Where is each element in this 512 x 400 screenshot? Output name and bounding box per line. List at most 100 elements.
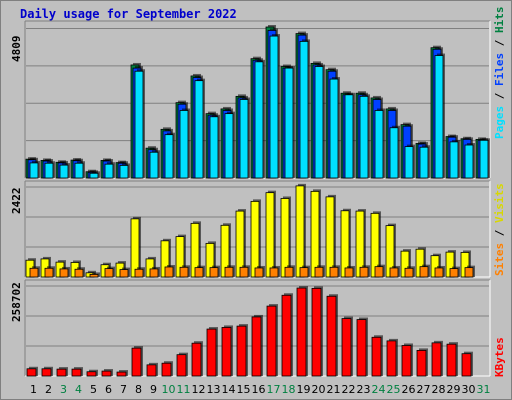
sites-bar	[314, 266, 324, 278]
x-tick-label: 16	[252, 383, 266, 396]
sites-bar	[434, 267, 444, 278]
x-tick-label: 2	[45, 383, 52, 396]
kbytes-bar	[446, 343, 457, 377]
x-tick-label: 7	[120, 383, 127, 396]
x-tick-label: 6	[105, 383, 112, 396]
kbytes-bar	[71, 368, 82, 377]
pages-bar	[254, 61, 264, 179]
legend-hits: Hits	[493, 6, 506, 34]
kbytes-bar	[221, 327, 232, 377]
legend-sep-1: /	[493, 86, 506, 106]
sites-bar	[404, 267, 414, 278]
sites-bar	[29, 267, 39, 278]
sites-bar	[254, 267, 264, 278]
kbytes-bar	[206, 328, 217, 377]
visits-bar	[325, 196, 335, 278]
pages-bar	[164, 134, 174, 179]
kbytes-bar	[41, 368, 52, 377]
kbytes-bar	[161, 362, 172, 377]
x-tick-label: 13	[207, 383, 221, 396]
sites-bar	[164, 266, 174, 278]
panel1-ymax-label: 4809	[10, 35, 23, 63]
sites-bar	[344, 267, 354, 278]
visits-bar	[310, 190, 320, 278]
pages-bar	[134, 70, 144, 179]
x-tick-label: 26	[402, 383, 416, 396]
sites-bar	[224, 266, 234, 278]
pages-bar	[344, 94, 354, 179]
sites-bar	[89, 274, 99, 278]
x-tick-label: 28	[432, 383, 446, 396]
pages-bar	[239, 99, 249, 179]
sites-bar	[209, 267, 219, 278]
kbytes-bar	[461, 353, 472, 377]
pages-bar	[314, 66, 324, 179]
panel2-ymax-label: 2422	[10, 187, 23, 215]
legend-kbytes-label: KBytes	[493, 337, 506, 377]
kbytes-bar	[296, 287, 307, 377]
kbytes-bar	[56, 368, 67, 377]
legend-sites: Sites	[493, 242, 506, 276]
legend-sep-3: /	[493, 223, 506, 243]
sites-bar	[44, 267, 54, 278]
visits-bar	[265, 192, 275, 278]
legend-visits-sites: Sites / Visits	[493, 183, 506, 276]
x-tick-label: 24	[372, 383, 386, 396]
pages-bar	[149, 151, 159, 179]
kbytes-bar	[146, 364, 157, 377]
sites-bar	[194, 267, 204, 278]
x-tick-label: 3	[60, 383, 67, 396]
sites-bar	[449, 268, 459, 278]
pages-bar	[374, 110, 384, 179]
pages-bar	[209, 116, 219, 179]
kbytes-bar	[26, 368, 37, 377]
visits-bar	[280, 198, 290, 278]
pages-bar	[74, 162, 84, 179]
pages-bar	[284, 67, 294, 179]
sites-bar	[419, 266, 429, 278]
kbytes-bar	[176, 354, 187, 377]
kbytes-bar	[116, 371, 127, 377]
sites-bar	[149, 268, 159, 278]
sites-bar	[284, 266, 294, 278]
x-tick-label: 22	[342, 383, 356, 396]
kbytes-bar	[416, 350, 427, 377]
kbytes-bar	[341, 318, 352, 377]
x-tick-label: 9	[150, 383, 157, 396]
sites-bar	[74, 268, 84, 278]
sites-bar	[389, 267, 399, 278]
x-tick-label: 14	[222, 383, 236, 396]
sites-bar	[239, 266, 249, 278]
pages-bar	[119, 165, 129, 179]
x-tick-label: 23	[357, 383, 371, 396]
pages-bar	[59, 164, 69, 179]
sites-bar	[374, 266, 384, 278]
legend-hits-files-pages: Pages / Files / Hits	[493, 7, 506, 140]
kbytes-bar	[266, 305, 277, 377]
visits-bar	[295, 185, 305, 278]
kbytes-bar	[371, 336, 382, 377]
pages-bar	[434, 55, 444, 179]
pages-bar	[419, 146, 429, 179]
x-tick-label: 4	[75, 383, 82, 396]
pages-bar	[464, 144, 474, 179]
pages-bar	[104, 163, 114, 179]
chart-title: Daily usage for September 2022	[20, 7, 237, 21]
x-tick-label: 1	[30, 383, 37, 396]
pages-bar	[299, 41, 309, 179]
kbytes-bar	[236, 325, 247, 377]
x-tick-label: 18	[282, 383, 296, 396]
x-tick-label: 27	[417, 383, 431, 396]
pages-bar	[479, 139, 489, 179]
kbytes-bar	[251, 316, 262, 377]
x-tick-label: 19	[297, 383, 311, 396]
x-tick-label: 30	[462, 383, 476, 396]
x-tick-label: 31	[477, 383, 491, 396]
pages-bar	[269, 35, 279, 179]
sites-bar	[464, 267, 474, 278]
kbytes-bar	[191, 342, 202, 377]
x-tick-label: 21	[327, 383, 341, 396]
pages-bar	[389, 127, 399, 179]
legend-files: Files	[493, 52, 506, 86]
x-tick-label: 10	[162, 383, 176, 396]
